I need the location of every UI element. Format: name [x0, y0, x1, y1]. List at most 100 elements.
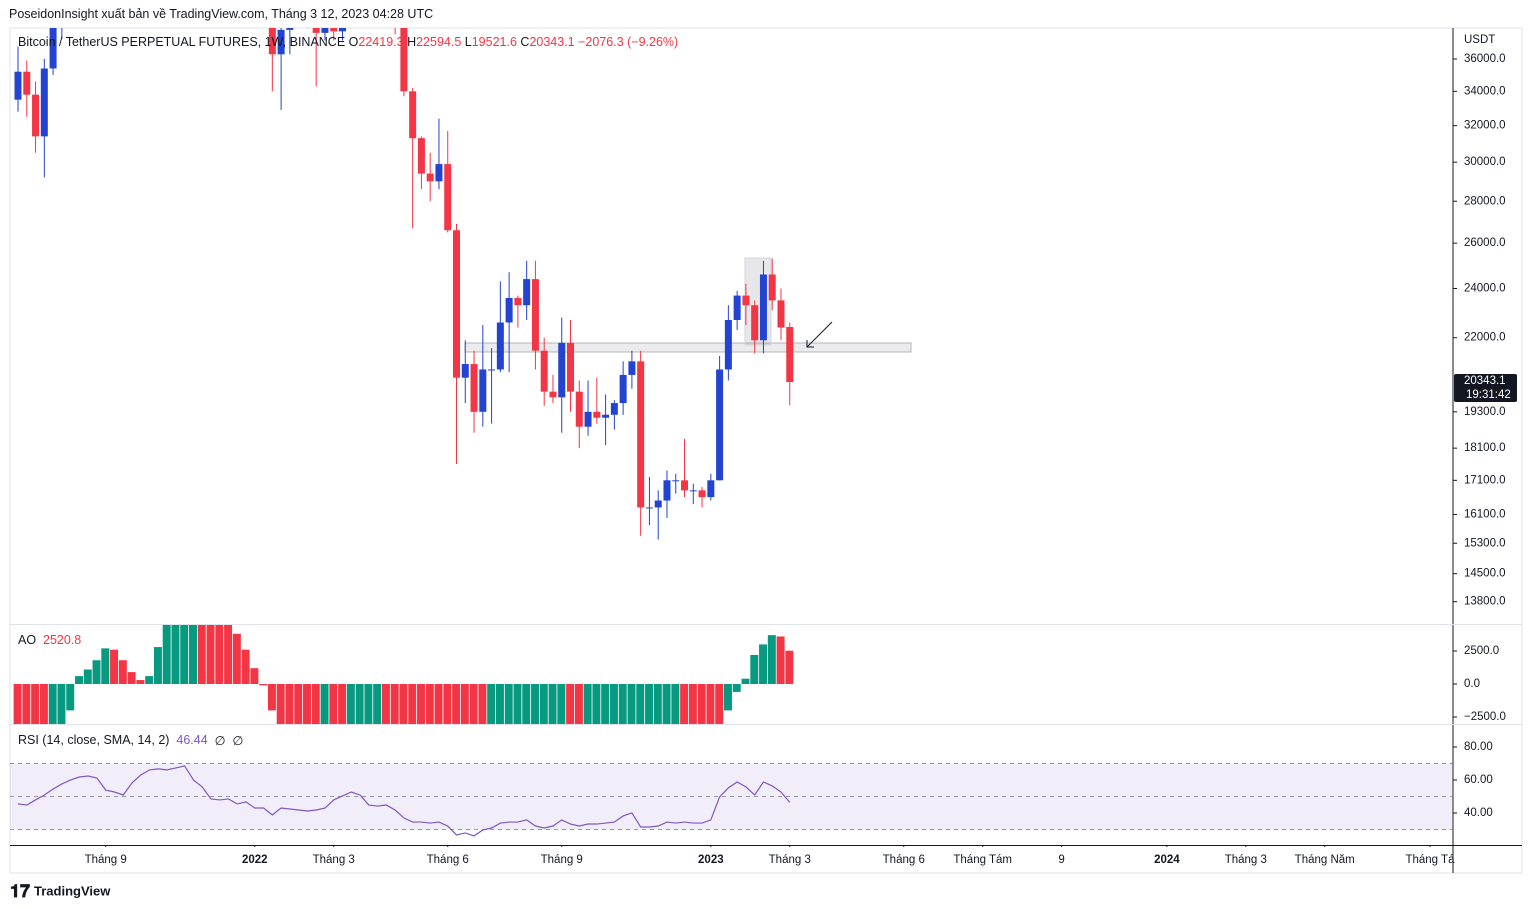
- x-tick-label: Tháng 6: [427, 854, 469, 866]
- ao-bar: [469, 684, 478, 724]
- ao-bar: [338, 684, 347, 724]
- y-tick-label: 13800.0: [1464, 596, 1506, 608]
- ao-bar: [83, 669, 92, 685]
- candle-body: [426, 173, 434, 182]
- y-tick-label: 80.00: [1464, 741, 1493, 753]
- low: 19521.6: [471, 35, 517, 49]
- ao-bar: [478, 684, 487, 724]
- ao-bar: [22, 684, 31, 724]
- last-price-box: [1454, 374, 1517, 403]
- ao-bar: [750, 654, 759, 685]
- ao-bar: [504, 684, 513, 724]
- c-label: C: [520, 35, 530, 49]
- candle-body: [637, 361, 645, 508]
- ao-legend: AO 2520.8: [18, 633, 81, 647]
- y-tick-label: 36000.0: [1464, 53, 1506, 65]
- candle-body: [461, 364, 469, 378]
- candle-body: [32, 94, 40, 137]
- open: 22419.3: [358, 35, 404, 49]
- o-label: O: [348, 35, 359, 49]
- ao-bar: [609, 684, 618, 724]
- ao-bar: [627, 684, 636, 724]
- ao-bar: [601, 684, 610, 724]
- ao-bar: [513, 684, 522, 724]
- y-tick-label: 24000.0: [1464, 282, 1506, 294]
- ao-bar: [13, 684, 22, 724]
- brand: TradingView: [34, 883, 111, 898]
- candle-body: [479, 369, 487, 412]
- y-tick-label: 16100.0: [1464, 508, 1506, 520]
- ao-pane: [13, 625, 794, 724]
- ao-bar: [671, 684, 680, 724]
- h-label: H: [407, 35, 417, 49]
- candle-body: [453, 230, 460, 378]
- ao-bar: [381, 684, 390, 724]
- ao-bar: [267, 684, 276, 711]
- candle-body: [523, 279, 531, 306]
- ao-bar: [715, 684, 724, 724]
- ao-bar: [531, 684, 540, 724]
- ao-bar: [566, 684, 575, 724]
- candle-body: [654, 500, 662, 508]
- ao-bar: [145, 676, 154, 685]
- x-tick-label: 9: [1058, 854, 1064, 866]
- y-tick-label: 14500.0: [1464, 568, 1506, 580]
- candle-body: [338, 28, 346, 32]
- ao-bar: [443, 684, 452, 724]
- arrow-head: [806, 340, 814, 348]
- candle-body: [321, 28, 329, 33]
- ao-bar: [66, 684, 75, 711]
- ao-bar: [759, 644, 768, 685]
- x-tick-label: Tháng 9: [85, 854, 127, 866]
- ao-bar: [206, 625, 215, 685]
- candle-body: [689, 490, 697, 492]
- candle-body: [444, 164, 452, 231]
- x-tick-label: Tháng Năm: [1295, 854, 1355, 866]
- ao-bar: [285, 684, 294, 724]
- rsi-na: ∅ ∅: [214, 734, 244, 748]
- ao-bar: [250, 668, 259, 685]
- candle-body: [716, 369, 724, 481]
- candle-body: [584, 411, 592, 427]
- ao-bar: [688, 684, 697, 724]
- close: 20343.1: [529, 35, 575, 49]
- candle-body: [286, 28, 294, 30]
- y-tick-label: 32000.0: [1464, 120, 1506, 132]
- x-tick-label: Tháng Tám: [953, 854, 1012, 866]
- candle-body: [400, 28, 408, 92]
- candle-body: [435, 164, 443, 182]
- candle-body: [558, 342, 566, 398]
- ao-bar: [487, 684, 496, 724]
- ao-bar: [706, 684, 715, 724]
- high: 22594.5: [416, 35, 462, 49]
- ao-bar: [127, 672, 136, 685]
- last-price: 20343.1: [1464, 375, 1506, 387]
- ao-bar: [618, 684, 627, 724]
- y-tick-label: 0.0: [1464, 678, 1480, 690]
- ao-bar: [329, 684, 338, 724]
- ao-bar: [548, 684, 557, 724]
- candle-body: [14, 71, 22, 100]
- ao-bar: [92, 660, 101, 685]
- ao-bar: [417, 684, 426, 724]
- candle-body: [733, 295, 741, 320]
- zone: [464, 342, 912, 353]
- ao-bar: [153, 647, 162, 685]
- ao-bar: [241, 649, 250, 685]
- frame: [9, 27, 1523, 874]
- rsi-legend: RSI (14, close, SMA, 14, 2) 46.44 ∅ ∅: [18, 733, 243, 748]
- candle-body: [672, 480, 680, 482]
- rsi-pane: [10, 763, 1453, 837]
- y-tick-label: −2500.0: [1464, 711, 1506, 723]
- ao-bar: [48, 684, 57, 724]
- candle-body: [575, 391, 583, 427]
- rsi-value: 46.44: [176, 733, 208, 747]
- ao-bar: [425, 684, 434, 724]
- ao-bar: [522, 684, 531, 724]
- candle-body: [417, 138, 425, 174]
- logo: 𝟏𝟕: [10, 881, 30, 901]
- ao-bar: [592, 684, 601, 724]
- ao-title: AO: [18, 633, 37, 647]
- candle-body: [49, 28, 57, 69]
